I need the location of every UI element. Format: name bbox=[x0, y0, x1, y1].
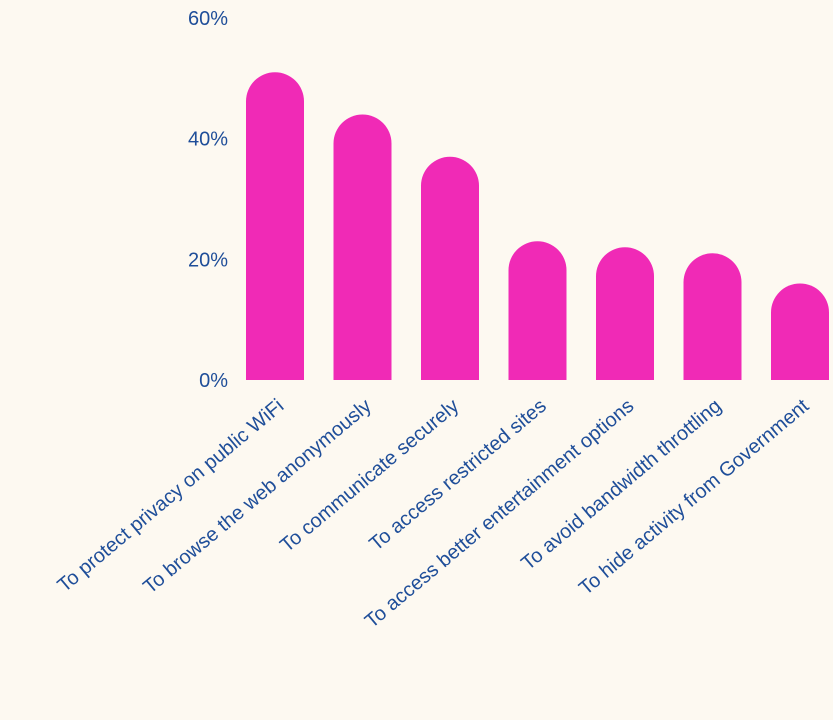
category-label: To communicate securely bbox=[276, 395, 463, 557]
bar bbox=[771, 283, 829, 380]
bar bbox=[421, 156, 479, 380]
bar bbox=[508, 241, 567, 380]
category-label: To access restricted sites bbox=[365, 395, 550, 555]
bar bbox=[683, 253, 742, 380]
bar bbox=[246, 72, 304, 381]
y-tick-label: 60% bbox=[188, 8, 228, 30]
y-tick-label: 0% bbox=[199, 370, 228, 392]
bar bbox=[596, 247, 654, 380]
bar bbox=[333, 114, 392, 380]
y-axis-ticks: 0% 20% 40% 60% bbox=[188, 8, 228, 392]
bars bbox=[246, 72, 829, 381]
y-tick-label: 20% bbox=[188, 249, 228, 271]
y-tick-label: 40% bbox=[188, 129, 228, 151]
